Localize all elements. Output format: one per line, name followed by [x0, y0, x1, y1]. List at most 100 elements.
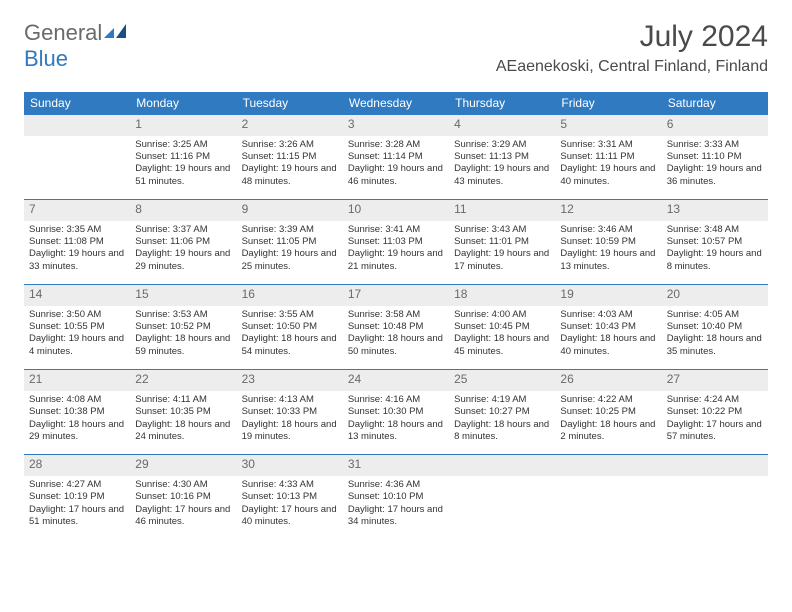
daylight-text: Daylight: 18 hours and 24 minutes.: [135, 419, 231, 444]
logo-icon: [104, 22, 126, 38]
day-number-cell: 17: [343, 285, 449, 306]
sunrise-text: Sunrise: 3:50 AM: [29, 309, 125, 321]
day-info-cell: Sunrise: 4:00 AMSunset: 10:45 PMDaylight…: [449, 306, 555, 370]
sunrise-text: Sunrise: 3:46 AM: [560, 224, 656, 236]
day-number: 21: [29, 372, 125, 388]
day-number: 27: [667, 372, 763, 388]
day-number-cell: 1: [130, 115, 236, 136]
logo-text: General Blue: [24, 20, 126, 72]
sunset-text: Sunset: 11:16 PM: [135, 151, 231, 163]
sunrise-text: Sunrise: 4:08 AM: [29, 394, 125, 406]
sunset-text: Sunset: 10:43 PM: [560, 321, 656, 333]
day-number-cell: 28: [24, 455, 130, 476]
day-number: 15: [135, 287, 231, 303]
day-number: 26: [560, 372, 656, 388]
sunset-text: Sunset: 10:48 PM: [348, 321, 444, 333]
daylight-text: Daylight: 18 hours and 54 minutes.: [242, 333, 338, 358]
day-header: Sunday: [24, 92, 130, 115]
day-info-cell: Sunrise: 4:33 AMSunset: 10:13 PMDaylight…: [237, 476, 343, 540]
daylight-text: Daylight: 18 hours and 35 minutes.: [667, 333, 763, 358]
daylight-text: Daylight: 18 hours and 29 minutes.: [29, 419, 125, 444]
sunrise-text: Sunrise: 3:58 AM: [348, 309, 444, 321]
day-number: 1: [135, 117, 231, 133]
daylight-text: Daylight: 19 hours and 40 minutes.: [560, 163, 656, 188]
day-number: 25: [454, 372, 550, 388]
day-number: 18: [454, 287, 550, 303]
sunset-text: Sunset: 11:01 PM: [454, 236, 550, 248]
day-info-cell: Sunrise: 3:37 AMSunset: 11:06 PMDaylight…: [130, 221, 236, 285]
sunset-text: Sunset: 10:40 PM: [667, 321, 763, 333]
daylight-text: Daylight: 18 hours and 45 minutes.: [454, 333, 550, 358]
daylight-text: Daylight: 18 hours and 40 minutes.: [560, 333, 656, 358]
sunrise-text: Sunrise: 3:28 AM: [348, 139, 444, 151]
day-number-cell: 24: [343, 370, 449, 391]
sunset-text: Sunset: 11:05 PM: [242, 236, 338, 248]
day-info-cell: Sunrise: 4:19 AMSunset: 10:27 PMDaylight…: [449, 391, 555, 455]
logo-word-2: Blue: [24, 46, 68, 71]
sunrise-text: Sunrise: 3:25 AM: [135, 139, 231, 151]
sunset-text: Sunset: 11:13 PM: [454, 151, 550, 163]
sunrise-text: Sunrise: 4:19 AM: [454, 394, 550, 406]
day-header: Wednesday: [343, 92, 449, 115]
day-number-cell: 26: [555, 370, 661, 391]
day-number: 16: [242, 287, 338, 303]
day-info-cell: Sunrise: 4:03 AMSunset: 10:43 PMDaylight…: [555, 306, 661, 370]
day-number-cell: 29: [130, 455, 236, 476]
day-number-cell: 23: [237, 370, 343, 391]
daylight-text: Daylight: 19 hours and 8 minutes.: [667, 248, 763, 273]
sunrise-text: Sunrise: 3:39 AM: [242, 224, 338, 236]
day-number: 17: [348, 287, 444, 303]
sunset-text: Sunset: 10:27 PM: [454, 406, 550, 418]
day-header: Tuesday: [237, 92, 343, 115]
day-number-cell: 15: [130, 285, 236, 306]
day-number-cell: [662, 455, 768, 476]
header: General Blue July 2024 AEaenekoski, Cent…: [24, 20, 768, 80]
daylight-text: Daylight: 17 hours and 51 minutes.: [29, 504, 125, 529]
sunset-text: Sunset: 10:38 PM: [29, 406, 125, 418]
day-number-cell: 7: [24, 200, 130, 221]
day-number: 6: [667, 117, 763, 133]
day-info-cell: Sunrise: 3:28 AMSunset: 11:14 PMDaylight…: [343, 136, 449, 200]
day-number: 11: [454, 202, 550, 218]
month-title: July 2024: [496, 20, 768, 54]
day-info-cell: Sunrise: 4:27 AMSunset: 10:19 PMDaylight…: [24, 476, 130, 540]
sunrise-text: Sunrise: 3:33 AM: [667, 139, 763, 151]
day-number: 12: [560, 202, 656, 218]
day-number: 20: [667, 287, 763, 303]
day-info-cell: Sunrise: 3:48 AMSunset: 10:57 PMDaylight…: [662, 221, 768, 285]
daylight-text: Daylight: 18 hours and 50 minutes.: [348, 333, 444, 358]
day-number-cell: 21: [24, 370, 130, 391]
day-number: 28: [29, 457, 125, 473]
title-block: July 2024 AEaenekoski, Central Finland, …: [496, 20, 768, 80]
day-number-cell: 4: [449, 115, 555, 136]
day-info-cell: Sunrise: 4:08 AMSunset: 10:38 PMDaylight…: [24, 391, 130, 455]
day-info-cell: Sunrise: 4:30 AMSunset: 10:16 PMDaylight…: [130, 476, 236, 540]
day-number: 23: [242, 372, 338, 388]
sunset-text: Sunset: 10:16 PM: [135, 491, 231, 503]
day-info-cell: Sunrise: 3:58 AMSunset: 10:48 PMDaylight…: [343, 306, 449, 370]
calendar-table: SundayMondayTuesdayWednesdayThursdayFrid…: [24, 92, 768, 540]
sunset-text: Sunset: 10:45 PM: [454, 321, 550, 333]
daylight-text: Daylight: 17 hours and 40 minutes.: [242, 504, 338, 529]
day-info-cell: Sunrise: 3:46 AMSunset: 10:59 PMDaylight…: [555, 221, 661, 285]
day-number: 30: [242, 457, 338, 473]
sunset-text: Sunset: 11:11 PM: [560, 151, 656, 163]
sunset-text: Sunset: 10:25 PM: [560, 406, 656, 418]
sunset-text: Sunset: 10:13 PM: [242, 491, 338, 503]
calendar-header-row: SundayMondayTuesdayWednesdayThursdayFrid…: [24, 92, 768, 115]
daylight-text: Daylight: 19 hours and 13 minutes.: [560, 248, 656, 273]
sunset-text: Sunset: 10:19 PM: [29, 491, 125, 503]
daylight-text: Daylight: 19 hours and 21 minutes.: [348, 248, 444, 273]
daylight-text: Daylight: 19 hours and 36 minutes.: [667, 163, 763, 188]
day-number: 19: [560, 287, 656, 303]
daylight-text: Daylight: 19 hours and 51 minutes.: [135, 163, 231, 188]
day-info-cell: Sunrise: 3:29 AMSunset: 11:13 PMDaylight…: [449, 136, 555, 200]
calendar-body: 123456 Sunrise: 3:25 AMSunset: 11:16 PMD…: [24, 115, 768, 540]
day-info-cell: [24, 136, 130, 200]
day-number-cell: 25: [449, 370, 555, 391]
day-number: 8: [135, 202, 231, 218]
daylight-text: Daylight: 19 hours and 46 minutes.: [348, 163, 444, 188]
day-info-cell: Sunrise: 4:36 AMSunset: 10:10 PMDaylight…: [343, 476, 449, 540]
sunset-text: Sunset: 10:55 PM: [29, 321, 125, 333]
sunrise-text: Sunrise: 4:24 AM: [667, 394, 763, 406]
